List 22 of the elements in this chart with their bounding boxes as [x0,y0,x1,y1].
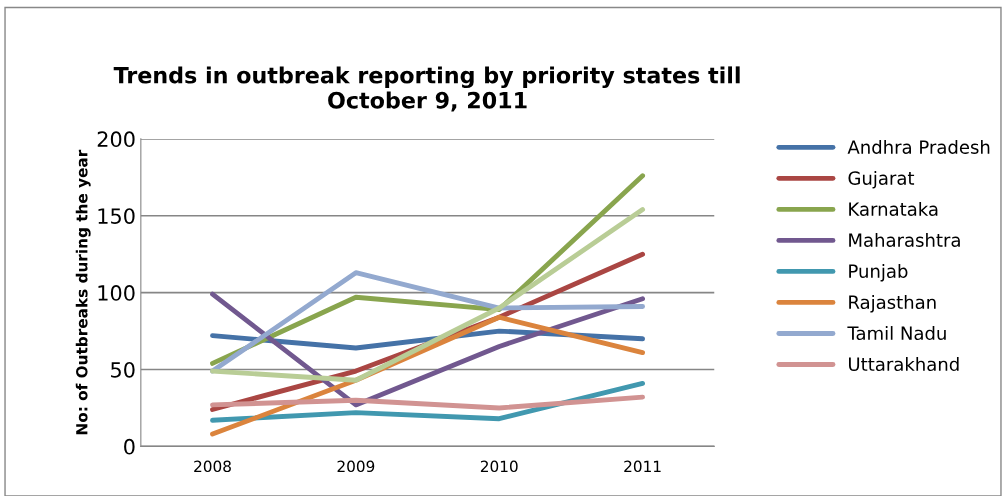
y-tick-label: 200 [97,131,135,148]
legend-label: Karnataka [849,201,938,216]
line-series [210,207,646,383]
line-series [210,394,646,411]
y-tick-label: 0 [124,438,135,455]
legend-label: Tamil Nadu [847,326,946,341]
x-tick-label: 2011 [624,460,661,473]
y-tick-label: 50 [111,361,135,378]
legend-label: Maharashtra [849,233,960,247]
legend-label: Rajasthan [849,295,936,313]
x-tick-label: 2008 [194,460,231,473]
legend-label: Punjab [849,264,908,282]
legend-label: Uttarakhand [849,357,959,372]
legend-label: Gujarat [848,170,915,189]
y-axis-title: No: of Outbreaks during the year [75,149,91,435]
y-tick-label: 100 [98,285,135,301]
y-tick-label: 150 [98,208,135,224]
legend-label: Andhra Pradesh [847,139,990,154]
line-series [210,270,646,374]
chart-title: Trends in outbreak reporting by priority states till October 9, 2011 [113,66,740,112]
x-tick-label: 2009 [337,460,375,473]
x-tick-label: 2010 [480,460,518,473]
